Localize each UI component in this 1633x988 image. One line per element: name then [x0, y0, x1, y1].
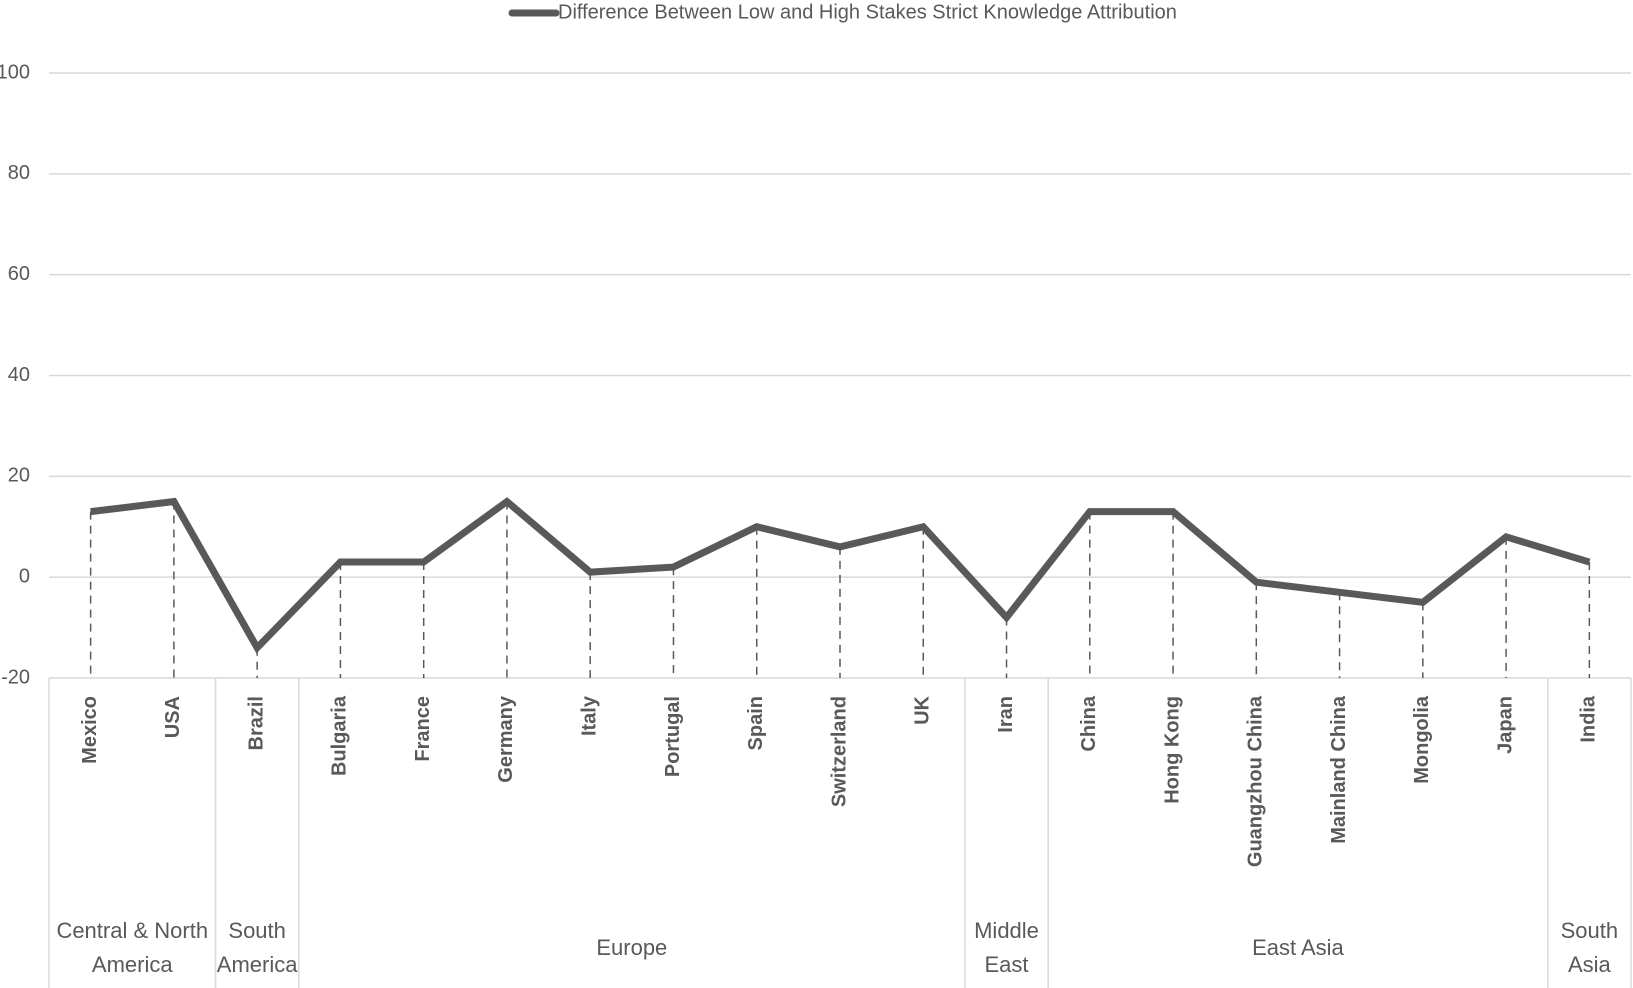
x-tick-label: Portugal: [662, 696, 684, 777]
x-tick-label: China: [1078, 695, 1100, 751]
legend-label: Difference Between Low and High Stakes S…: [558, 1, 1177, 23]
y-tick-label: 40: [8, 364, 30, 386]
y-tick-label: 80: [8, 162, 30, 184]
y-tick-label: 100: [0, 61, 30, 83]
x-tick-label: Spain: [745, 696, 767, 750]
group-label: Europe: [596, 935, 668, 960]
x-tick-label: Brazil: [245, 696, 267, 750]
x-tick-label: USA: [162, 696, 184, 738]
x-tick-label: Mainland China: [1328, 695, 1350, 844]
group-label: Central & North America: [56, 918, 209, 977]
x-tick-label: Bulgaria: [329, 695, 351, 776]
x-tick-label: Hong Kong: [1161, 696, 1183, 804]
group-label: East Asia: [1252, 935, 1344, 960]
x-tick-label: Switzerland: [828, 696, 850, 807]
y-tick-label: 0: [19, 565, 30, 587]
group-label: South America: [216, 918, 298, 977]
x-tick-label: Italy: [578, 695, 600, 736]
x-tick-label: Guangzhou China: [1245, 695, 1267, 867]
x-tick-label: India: [1578, 695, 1600, 743]
x-tick-label: Mongolia: [1411, 695, 1433, 784]
x-tick-label: France: [412, 696, 434, 762]
y-tick-label: 20: [8, 465, 30, 487]
x-tick-label: Mexico: [79, 696, 101, 764]
x-tick-label: Japan: [1494, 696, 1516, 754]
y-tick-label: -20: [1, 666, 30, 688]
data-line: [90, 497, 1591, 654]
group-label: Middle East: [974, 918, 1039, 977]
x-tick-label: Iran: [995, 696, 1017, 733]
x-tick-label: UK: [912, 695, 934, 724]
group-label: South Asia: [1560, 918, 1619, 977]
y-tick-label: 60: [8, 263, 30, 285]
x-tick-label: Germany: [495, 695, 517, 783]
